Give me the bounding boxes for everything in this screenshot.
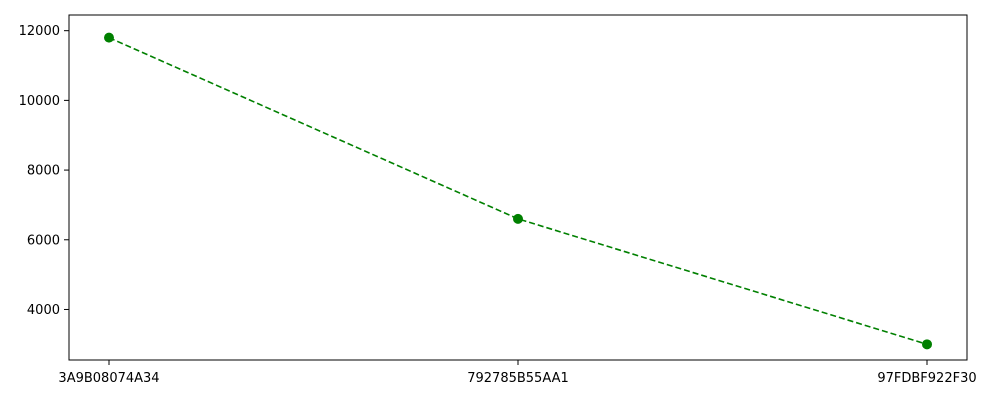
y-tick-label: 6000 bbox=[27, 233, 60, 248]
series-line bbox=[108, 36, 928, 346]
plot-frame bbox=[68, 14, 968, 361]
x-tick-label: 97FDBF922F30 bbox=[877, 371, 976, 386]
data-point bbox=[922, 339, 932, 350]
y-tick-label: 4000 bbox=[27, 303, 60, 318]
data-point bbox=[104, 32, 114, 43]
y-tick-label: 10000 bbox=[19, 94, 60, 109]
x-tick-label: 792785B55AA1 bbox=[467, 371, 569, 386]
x-tick-label: 3A9B08074A34 bbox=[58, 371, 159, 386]
data-point bbox=[513, 213, 523, 224]
y-tick-label: 8000 bbox=[27, 164, 60, 179]
y-tick-label: 12000 bbox=[19, 24, 60, 39]
